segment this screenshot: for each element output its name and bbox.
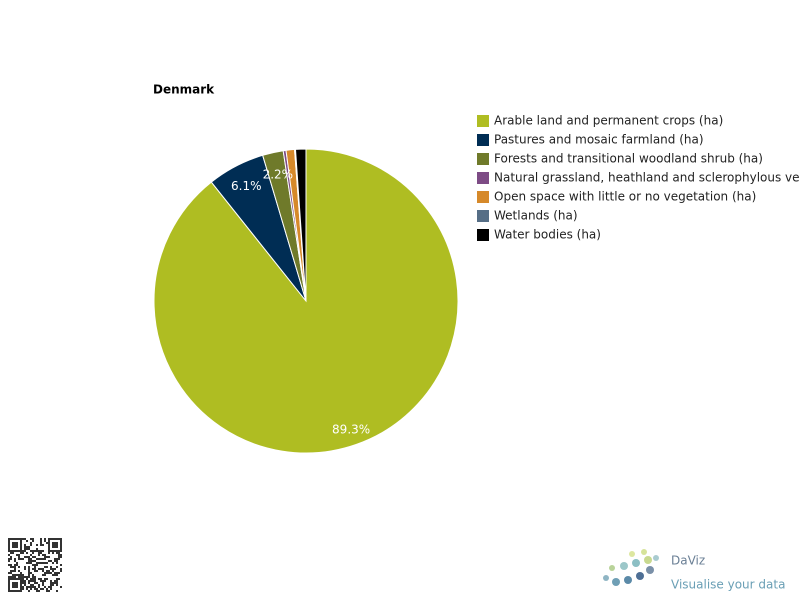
logo-text: DaViz [671, 554, 705, 568]
legend-swatch [477, 153, 489, 165]
legend-swatch [477, 210, 489, 222]
legend-label: Arable land and permanent crops (ha) [494, 114, 723, 128]
legend-label: Forests and transitional woodland shrub … [494, 152, 763, 166]
legend-swatch [477, 172, 489, 184]
data-label: 6.1% [231, 179, 262, 193]
legend-label: Natural grassland, heathland and sclerop… [494, 171, 800, 185]
qr-code [8, 538, 62, 592]
legend-label: Water bodies (ha) [494, 228, 601, 242]
legend-swatch [477, 229, 489, 241]
logo-dots [603, 549, 659, 586]
logo-tagline: Visualise your data [671, 578, 785, 592]
legend-swatch [477, 191, 489, 203]
legend-swatch [477, 134, 489, 146]
legend-label: Wetlands (ha) [494, 209, 578, 223]
legend-label: Open space with little or no vegetation … [494, 190, 756, 204]
chart-title: Denmark [153, 83, 215, 97]
data-label: 89.3% [332, 423, 370, 437]
data-label: 2.2% [263, 167, 294, 181]
legend-swatch [477, 115, 489, 127]
legend-label: Pastures and mosaic farmland (ha) [494, 133, 704, 147]
pie-slice [294, 148, 307, 302]
